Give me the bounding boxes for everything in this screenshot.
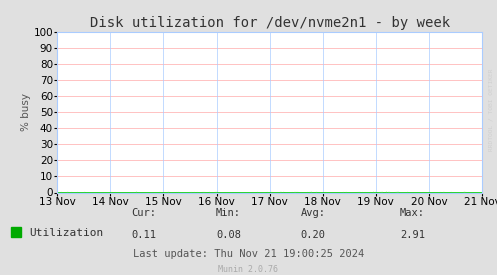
Text: Min:: Min: xyxy=(216,208,241,218)
Text: 0.08: 0.08 xyxy=(216,230,241,240)
Title: Disk utilization for /dev/nvme2n1 - by week: Disk utilization for /dev/nvme2n1 - by w… xyxy=(89,16,450,31)
Text: Max:: Max: xyxy=(400,208,425,218)
Y-axis label: % busy: % busy xyxy=(20,93,31,131)
Text: 0.20: 0.20 xyxy=(301,230,326,240)
Text: Avg:: Avg: xyxy=(301,208,326,218)
Text: 2.91: 2.91 xyxy=(400,230,425,240)
Text: Cur:: Cur: xyxy=(132,208,157,218)
Text: Last update: Thu Nov 21 19:00:25 2024: Last update: Thu Nov 21 19:00:25 2024 xyxy=(133,249,364,259)
Text: Munin 2.0.76: Munin 2.0.76 xyxy=(219,265,278,274)
Text: RRDTOOL / TOBI OETIKER: RRDTOOL / TOBI OETIKER xyxy=(489,69,494,151)
Legend: Utilization: Utilization xyxy=(10,227,104,238)
Text: 0.11: 0.11 xyxy=(132,230,157,240)
